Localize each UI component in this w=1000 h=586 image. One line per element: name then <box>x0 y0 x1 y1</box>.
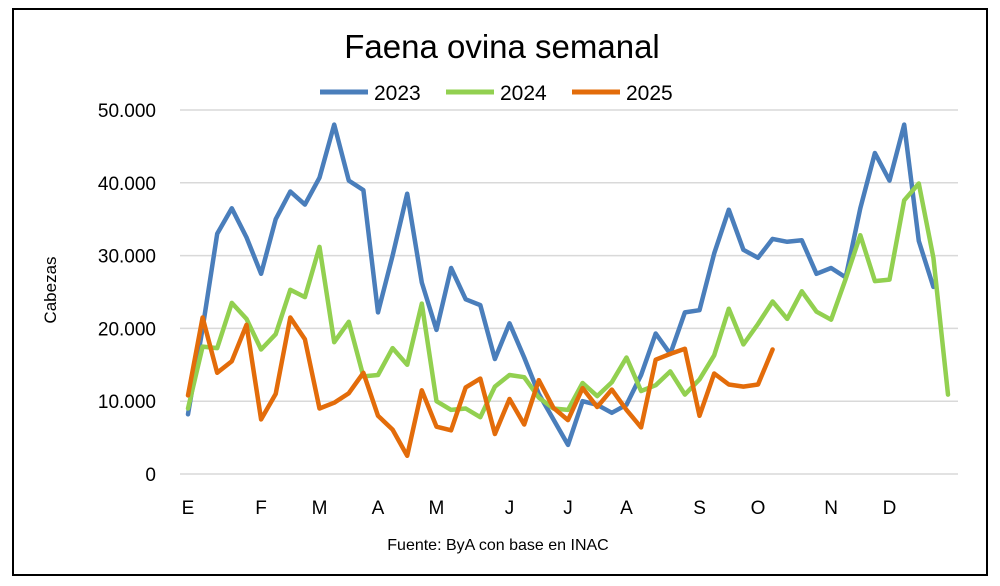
x-tick-label: D <box>883 498 897 519</box>
y-tick-label: 10.000 <box>98 392 156 413</box>
series-line-2024 <box>185 181 951 420</box>
y-tick-labels: 0 10.000 20.000 30.000 40.000 50.000 <box>98 101 156 486</box>
y-tick-label: 0 <box>145 465 156 486</box>
legend-label-2023: 2023 <box>374 82 421 105</box>
legend-label-2024: 2024 <box>500 82 547 105</box>
x-tick-label: J <box>563 498 573 519</box>
x-tick-label: S <box>693 498 706 519</box>
x-tick-label: A <box>620 498 633 519</box>
y-axis-title: Cabezas <box>41 256 60 323</box>
chart-title: Faena ovina semanal <box>344 28 660 65</box>
x-tick-label: M <box>312 498 328 519</box>
series-line-2023 <box>185 122 936 448</box>
source-note: Fuente: ByA con base en INAC <box>387 537 608 554</box>
series-lines <box>185 122 951 459</box>
y-tick-label: 20.000 <box>98 319 156 340</box>
y-tick-label: 30.000 <box>98 247 156 268</box>
legend: 2023 2024 2025 <box>320 82 673 105</box>
series-line-2025 <box>185 315 775 459</box>
legend-label-2025: 2025 <box>626 82 673 105</box>
x-tick-label: J <box>505 498 515 519</box>
x-tick-label: N <box>824 498 838 519</box>
y-tick-label: 50.000 <box>98 101 156 122</box>
chart-frame <box>12 8 988 576</box>
x-tick-label: O <box>751 498 766 519</box>
x-tick-label: M <box>429 498 445 519</box>
y-tick-label: 40.000 <box>98 174 156 195</box>
x-tick-label: A <box>372 498 385 519</box>
x-tick-label: F <box>255 498 267 519</box>
gridlines <box>180 109 958 475</box>
x-tick-label: E <box>182 498 195 519</box>
